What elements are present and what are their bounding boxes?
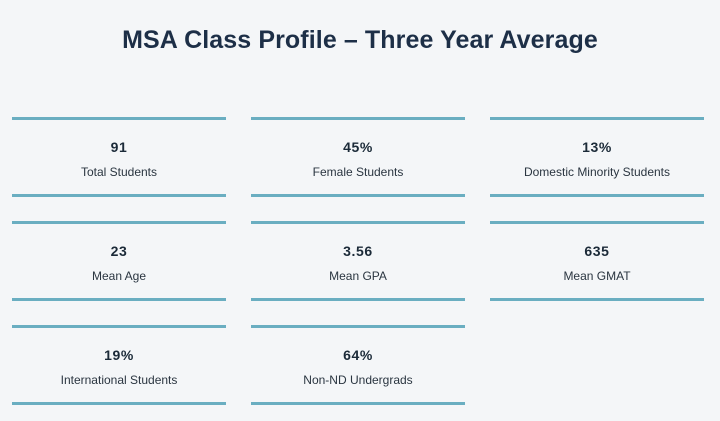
stat-label: Mean GMAT [563, 269, 631, 283]
stat-value: 635 [584, 243, 610, 259]
stat-card-mean-age: 23 Mean Age [12, 221, 226, 301]
stat-card-domestic-minority-students: 13% Domestic Minority Students [490, 117, 704, 197]
stat-label: Non-ND Undergrads [303, 373, 413, 387]
stat-card-international-students: 19% International Students [12, 325, 226, 405]
stat-value: 19% [104, 347, 134, 363]
stat-value: 3.56 [343, 243, 373, 259]
stat-label: Mean Age [91, 269, 147, 283]
page-title: MSA Class Profile – Three Year Average [122, 26, 598, 54]
stat-label: Total Students [80, 165, 158, 179]
stat-value: 64% [343, 347, 373, 363]
stat-card-mean-gmat: 635 Mean GMAT [490, 221, 704, 301]
stat-label: Mean GPA [329, 269, 387, 283]
stat-card-female-students: 45% Female Students [251, 117, 465, 197]
stat-value: 91 [110, 139, 128, 155]
stat-label: Female Students [312, 165, 404, 179]
stat-card-non-nd-undergrads: 64% Non-ND Undergrads [251, 325, 465, 405]
stat-value: 13% [582, 139, 612, 155]
stat-card-total-students: 91 Total Students [12, 117, 226, 197]
stat-card-mean-gpa: 3.56 Mean GPA [251, 221, 465, 301]
stat-value: 23 [110, 243, 128, 259]
stat-value: 45% [343, 139, 373, 155]
stat-label: International Students [60, 373, 178, 387]
stat-label: Domestic Minority Students [523, 165, 671, 179]
